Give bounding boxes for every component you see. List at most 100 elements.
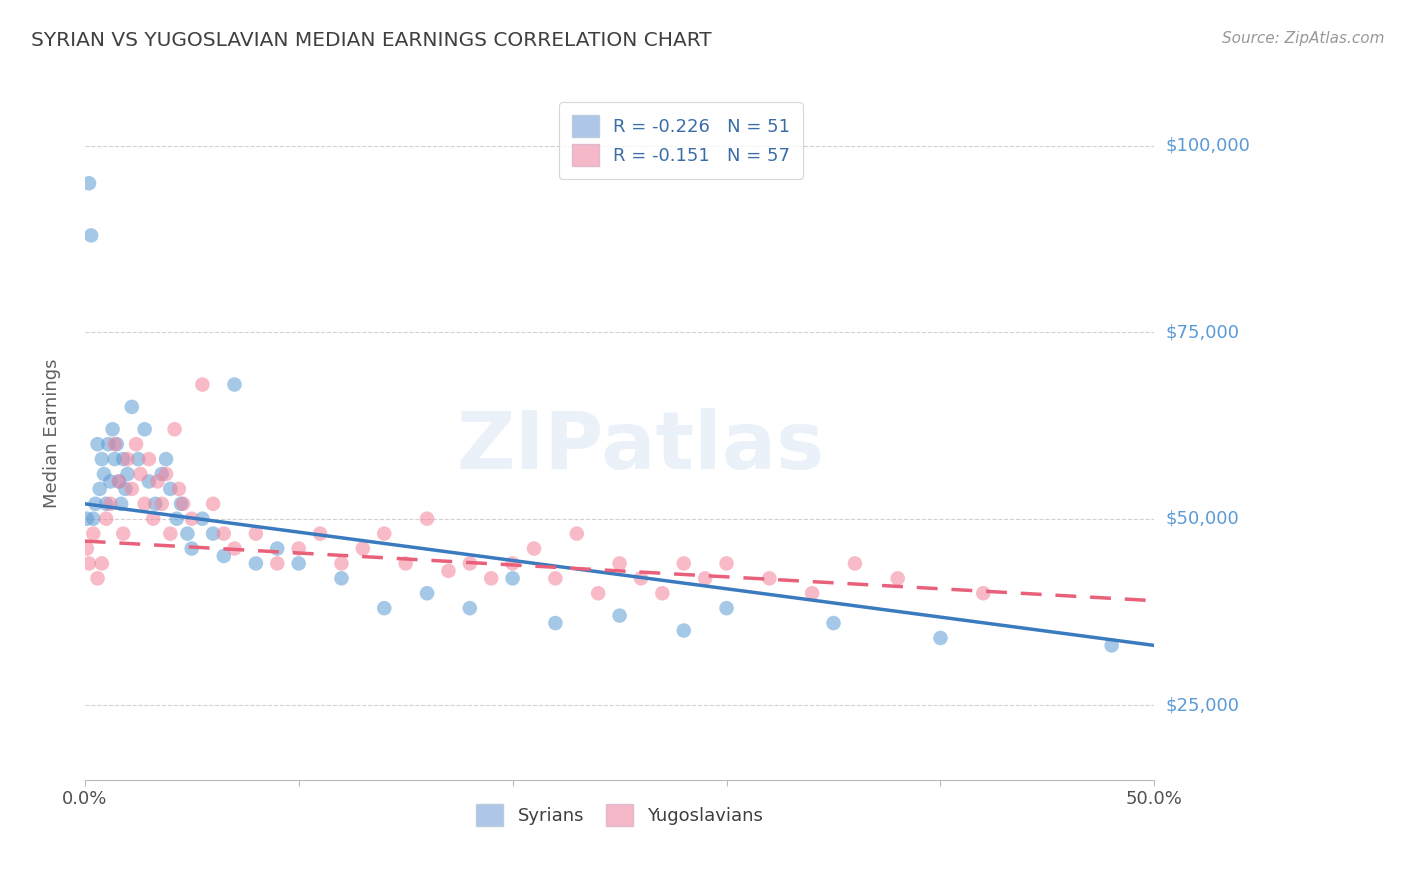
Point (716, 557, 738, 571)
Text: $50,000: $50,000 (1166, 509, 1239, 528)
Point (167, 482, 190, 496)
Point (609, 557, 631, 571)
Point (134, 422, 156, 436)
Point (929, 631, 952, 645)
Text: $25,000: $25,000 (1166, 696, 1240, 714)
Point (886, 571, 908, 585)
Point (801, 586, 824, 600)
Point (94, 497, 117, 511)
Point (287, 557, 309, 571)
Point (89, 482, 111, 496)
Point (108, 475, 131, 489)
Point (373, 601, 395, 615)
Point (146, 475, 169, 489)
Point (125, 437, 148, 451)
Point (758, 571, 780, 585)
Text: SYRIAN VS YUGOSLAVIAN MEDIAN EARNINGS CORRELATION CHART: SYRIAN VS YUGOSLAVIAN MEDIAN EARNINGS CO… (31, 31, 711, 50)
Point (309, 526, 332, 541)
Point (651, 586, 673, 600)
Point (159, 526, 181, 541)
Point (80, 228, 103, 243)
Point (844, 557, 866, 571)
Point (82, 512, 104, 526)
Point (458, 557, 481, 571)
Text: $75,000: $75,000 (1166, 324, 1240, 342)
Point (121, 400, 143, 414)
Text: $100,000: $100,000 (1166, 137, 1250, 155)
Point (523, 541, 546, 556)
Point (544, 571, 567, 585)
Point (104, 437, 127, 451)
Point (104, 452, 127, 467)
Point (330, 571, 353, 585)
Legend: Syrians, Yugoslavians: Syrians, Yugoslavians (468, 797, 770, 833)
Point (150, 467, 173, 481)
Point (94, 512, 117, 526)
Point (266, 557, 288, 571)
Point (143, 497, 166, 511)
Point (502, 557, 524, 571)
Point (138, 475, 160, 489)
Point (90, 452, 112, 467)
Point (544, 616, 567, 631)
Point (565, 526, 588, 541)
Point (224, 541, 246, 556)
Point (972, 586, 994, 600)
Point (76, 512, 98, 526)
Point (609, 608, 631, 623)
Point (86, 571, 108, 585)
Point (100, 475, 122, 489)
Point (352, 541, 374, 556)
Point (150, 497, 173, 511)
Y-axis label: Median Earnings: Median Earnings (44, 359, 60, 508)
Point (112, 452, 135, 467)
Point (479, 571, 502, 585)
Point (93, 467, 115, 481)
Point (245, 526, 267, 541)
Point (823, 616, 845, 631)
Point (117, 467, 139, 481)
Point (112, 526, 135, 541)
Point (77, 557, 100, 571)
Point (180, 541, 202, 556)
Point (90, 557, 112, 571)
Point (330, 557, 353, 571)
Point (191, 377, 214, 392)
Point (180, 512, 202, 526)
Point (716, 601, 738, 615)
Point (105, 437, 128, 451)
Point (672, 624, 695, 638)
Point (155, 467, 177, 481)
Point (191, 512, 214, 526)
Point (176, 526, 198, 541)
Point (117, 452, 139, 467)
Point (416, 586, 439, 600)
Point (101, 422, 124, 436)
Text: ZIPatlas: ZIPatlas (457, 408, 825, 486)
Point (695, 571, 717, 585)
Point (202, 526, 225, 541)
Point (110, 497, 132, 511)
Point (395, 557, 418, 571)
Point (159, 482, 181, 496)
Point (100, 497, 122, 511)
Point (82, 526, 104, 541)
Point (142, 512, 165, 526)
Point (502, 571, 524, 585)
Point (84, 497, 107, 511)
Point (77, 176, 100, 190)
Point (138, 452, 160, 467)
Point (458, 601, 481, 615)
Point (170, 497, 193, 511)
Point (76, 541, 98, 556)
Point (373, 526, 395, 541)
Text: Source: ZipAtlas.com: Source: ZipAtlas.com (1222, 31, 1385, 46)
Point (202, 497, 225, 511)
Point (163, 422, 186, 436)
Point (129, 467, 152, 481)
Point (114, 482, 136, 496)
Point (287, 541, 309, 556)
Point (134, 497, 156, 511)
Point (1101, 639, 1123, 653)
Point (672, 557, 695, 571)
